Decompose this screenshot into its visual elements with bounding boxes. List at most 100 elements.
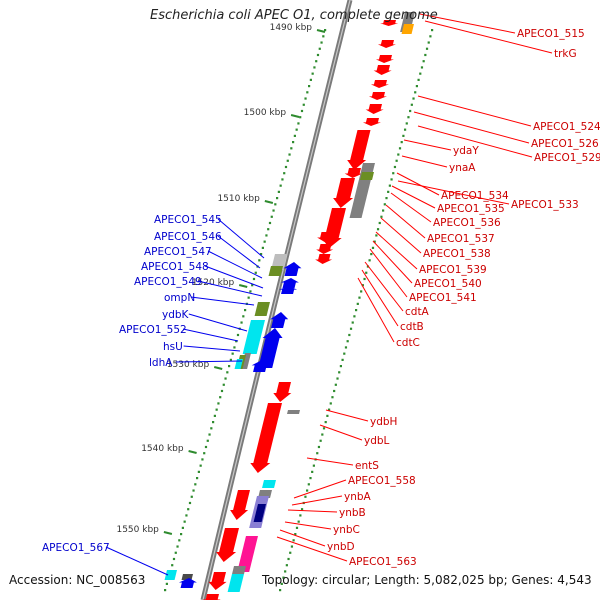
scale-dot (409, 109, 412, 113)
gene-label-reverse: cdtC (396, 337, 420, 349)
leader-line-reverse (319, 424, 363, 441)
gene-label-forward: APECO1_567 (42, 542, 110, 554)
scale-dot (270, 215, 273, 218)
leader-line-reverse (390, 192, 432, 223)
scale-dot (289, 551, 292, 554)
scale-dot (429, 35, 432, 38)
leader-line-reverse (279, 529, 326, 547)
leader-line-reverse (364, 261, 404, 312)
scale-dot (380, 215, 383, 218)
scale-dot (172, 557, 176, 561)
scale-dot (280, 582, 283, 585)
gene-label-forward: ompN (164, 292, 195, 304)
scale-dot (322, 35, 325, 38)
gene-label-forward: ldhA (149, 357, 173, 369)
gene-label-reverse: ynbA (344, 491, 372, 503)
scale-dot (288, 153, 291, 156)
gene-label-forward: APECO1_545 (154, 214, 222, 226)
scale-dot (300, 508, 304, 511)
leader-line-reverse (293, 479, 347, 499)
reverse-gene-arrow (373, 65, 392, 75)
scale-dot (320, 41, 323, 44)
gene-label-forward: APECO1_546 (154, 231, 222, 243)
scale-dot (233, 346, 236, 349)
scale-dot (190, 495, 193, 498)
scale-dot (300, 109, 304, 113)
scale-dot (356, 302, 359, 305)
scale-dot (226, 371, 229, 374)
leader-line-reverse (413, 111, 530, 144)
scale-dot (375, 234, 378, 237)
scale-dot (244, 309, 247, 312)
scale-dot (385, 197, 388, 200)
scale-dot (196, 477, 199, 480)
scale-dot (287, 557, 290, 561)
gene-label-reverse: ynbB (339, 507, 366, 519)
leader-line-forward (204, 265, 264, 289)
scale-dot (414, 91, 417, 94)
reverse-gene-arrow (344, 168, 363, 178)
leader-line-forward (217, 218, 265, 259)
scale-dot (299, 514, 302, 517)
scale-dot (309, 78, 312, 81)
scale-dot (400, 141, 403, 144)
scale-dot (333, 389, 336, 393)
scale-dot (376, 228, 380, 231)
scale-dot (329, 402, 332, 405)
scale-dot (341, 358, 344, 361)
leader-line-forward (190, 296, 255, 306)
scale-dot (297, 122, 300, 125)
scale-dot (324, 29, 327, 32)
scale-dot (208, 433, 211, 436)
scale-dot (252, 277, 256, 281)
scale-dot (279, 589, 282, 592)
scale-dot (307, 483, 310, 486)
accession-text: Accession: NC_008563 (9, 573, 146, 587)
leader-line-forward (182, 328, 239, 342)
scale-dot (308, 85, 311, 88)
reverse-gene-arrow (380, 20, 399, 26)
scale-dot (344, 346, 348, 349)
scale-dot (281, 178, 284, 181)
reverse-gene-arrow (368, 92, 387, 100)
scale-dot (294, 533, 297, 536)
scale-dot (427, 41, 430, 44)
scale-tick (213, 366, 223, 370)
scale-dot (302, 103, 305, 106)
scale-dot (213, 414, 216, 417)
gene-label-forward: APECO1_552 (119, 324, 187, 336)
scale-dot (249, 290, 252, 293)
gene-label-reverse: cdtB (400, 321, 424, 333)
gene-label-reverse: cdtA (405, 306, 430, 318)
scale-dot (292, 539, 295, 542)
scale-dot (224, 377, 227, 380)
scale-tick-label: 1520 kbp (192, 278, 235, 288)
scale-dot (242, 315, 245, 318)
scale-dot (326, 414, 329, 417)
leader-line-reverse (397, 180, 510, 205)
scale-dot (215, 408, 218, 411)
scale-dot (258, 259, 261, 262)
scale-dot (164, 589, 167, 592)
scale-dot (292, 141, 295, 144)
scale-dot (171, 564, 174, 567)
scale-dot (339, 365, 342, 368)
cyan-feature (242, 320, 265, 354)
gene-label-reverse: APECO1_563 (349, 556, 417, 568)
scale-dot (222, 383, 225, 386)
gene-label-reverse: entS (355, 460, 379, 472)
gene-label-reverse: APECO1_529 (534, 152, 600, 164)
scale-dot (365, 271, 368, 274)
scale-dot (188, 501, 192, 505)
gray-feature (232, 566, 246, 574)
reverse-gene-arrow (347, 130, 371, 170)
scale-tick (238, 284, 248, 288)
scale-dot (309, 477, 312, 480)
navy-feature (253, 504, 266, 522)
leader-line-forward (197, 280, 263, 297)
scale-tick (264, 200, 274, 204)
reverse-gene-arrow (377, 40, 396, 48)
gene-label-reverse: ydaY (453, 145, 479, 157)
scale-dot (355, 309, 358, 312)
